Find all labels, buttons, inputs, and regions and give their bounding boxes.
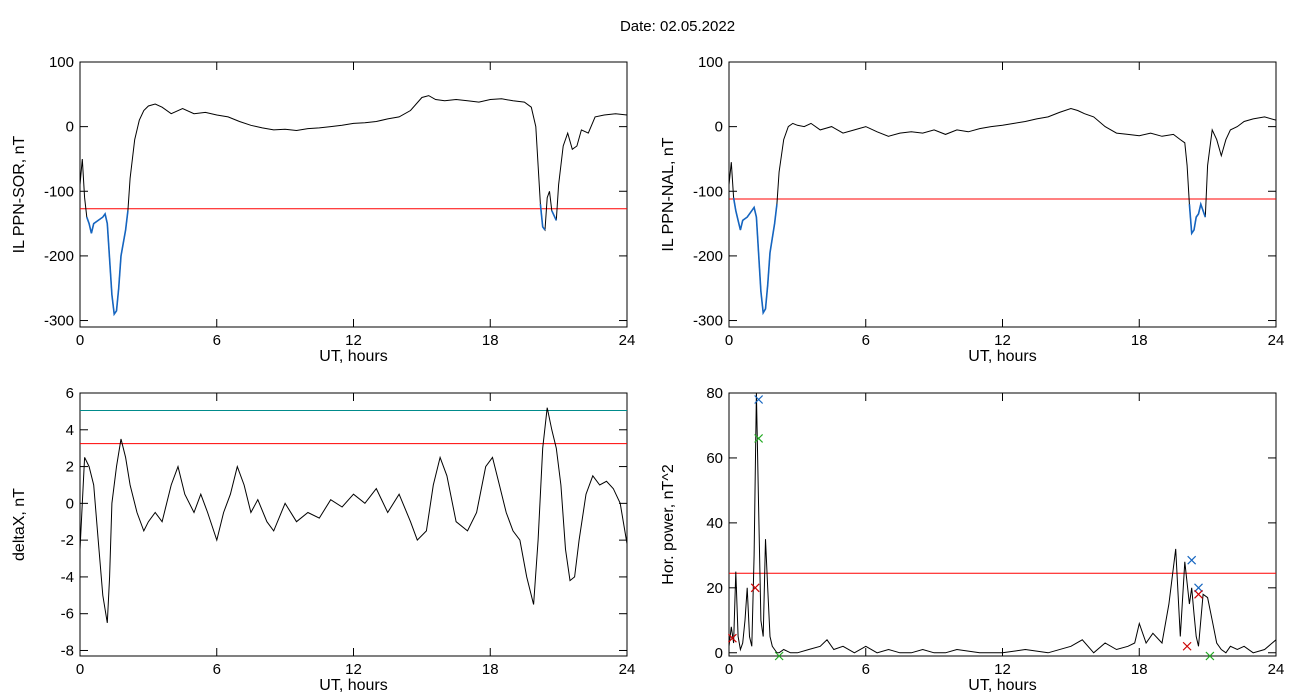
x-tick-label: 6 bbox=[862, 661, 870, 678]
y-tick-label: -100 bbox=[693, 183, 723, 200]
x-tick-label: 6 bbox=[862, 332, 870, 349]
cross-marker bbox=[754, 395, 764, 404]
x-tick-label: 12 bbox=[994, 332, 1011, 349]
marker-stroke bbox=[750, 583, 760, 593]
x-tick-label: 6 bbox=[213, 332, 221, 349]
y-tick-label: -300 bbox=[693, 313, 723, 330]
plot-frame bbox=[728, 61, 1277, 328]
chart-hor_power: 0 6 12 18 24 80 60 40 20 0 UT, hours Hor. power, nT… bbox=[660, 385, 1284, 694]
below-threshold-segment bbox=[86, 210, 129, 317]
x-tick-label: 24 bbox=[1268, 332, 1285, 349]
x-axis-label: UT, hours bbox=[968, 677, 1036, 694]
x-tick-label: 0 bbox=[725, 332, 733, 349]
y-tick-label: -6 bbox=[61, 606, 74, 623]
chart-il_ppn_sor: 0 6 12 18 24 100 0 -100 -200 -300 UT, hours IL PPN-… bbox=[11, 54, 635, 365]
cross-marker bbox=[1205, 651, 1215, 661]
y-tick-label: -200 bbox=[693, 248, 723, 265]
y-tick-label: 6 bbox=[66, 385, 74, 402]
x-tick-label: 24 bbox=[1268, 661, 1285, 678]
cross-marker bbox=[1187, 555, 1197, 565]
chart-il_ppn_nal: 0 6 12 18 24 100 0 -100 -200 -300 UT, hours IL PPN-… bbox=[660, 54, 1284, 365]
x-tick-label: 0 bbox=[76, 332, 84, 349]
y-tick-label: -4 bbox=[61, 569, 74, 586]
marker-stroke bbox=[1194, 589, 1203, 599]
marker-stroke bbox=[727, 633, 737, 643]
marker-stroke bbox=[754, 434, 764, 443]
chart-delta_x: 0 6 12 18 24 6 4 2 0 -2 -4 -6 -8 UT, hours deltaX, nT bbox=[11, 385, 635, 694]
below-threshold-segment bbox=[539, 204, 546, 231]
marker-stroke bbox=[1182, 641, 1192, 651]
y-tick-label: 0 bbox=[66, 495, 74, 512]
series-line bbox=[729, 393, 1276, 654]
y-tick-label: 80 bbox=[706, 385, 723, 402]
cross-marker bbox=[750, 583, 760, 593]
below-threshold-segment bbox=[732, 197, 778, 316]
x-tick-label: 12 bbox=[345, 332, 362, 349]
y-tick-label: 4 bbox=[66, 422, 74, 439]
cross-marker bbox=[1194, 589, 1203, 599]
y-axis-label: Hor. power, nT^2 bbox=[660, 464, 677, 585]
y-tick-label: -8 bbox=[61, 642, 74, 659]
x-tick-label: 12 bbox=[994, 661, 1011, 678]
cross-marker bbox=[754, 434, 764, 443]
y-tick-label: 40 bbox=[706, 515, 723, 532]
marker-stroke bbox=[774, 651, 784, 661]
series-line bbox=[80, 407, 627, 623]
y-tick-label: 2 bbox=[66, 459, 74, 476]
y-tick-label: -200 bbox=[44, 248, 74, 265]
y-tick-label: -100 bbox=[44, 183, 74, 200]
y-axis-label: deltaX, nT bbox=[11, 488, 28, 561]
y-tick-label: 0 bbox=[715, 119, 723, 136]
y-tick-label: 0 bbox=[715, 645, 723, 662]
x-axis-label: UT, hours bbox=[319, 348, 387, 365]
below-threshold-segment bbox=[551, 210, 558, 221]
y-tick-label: 60 bbox=[706, 450, 723, 467]
x-tick-label: 6 bbox=[213, 661, 221, 678]
x-tick-label: 12 bbox=[345, 661, 362, 678]
cross-marker bbox=[727, 633, 737, 643]
x-tick-label: 18 bbox=[1131, 661, 1148, 678]
plot-frame bbox=[79, 61, 628, 328]
marker-stroke bbox=[1205, 651, 1215, 661]
marker-stroke bbox=[754, 395, 764, 404]
x-tick-label: 24 bbox=[619, 661, 636, 678]
y-tick-label: 100 bbox=[698, 54, 723, 71]
x-tick-label: 0 bbox=[725, 661, 733, 678]
series-line bbox=[80, 95, 627, 316]
x-axis-label: UT, hours bbox=[319, 677, 387, 694]
x-tick-label: 18 bbox=[1131, 332, 1148, 349]
cross-marker bbox=[774, 651, 784, 661]
below-threshold-segment bbox=[1188, 201, 1207, 236]
y-tick-label: -2 bbox=[61, 532, 74, 549]
cross-marker bbox=[1182, 641, 1192, 651]
y-axis-label: IL PPN-NAL, nT bbox=[660, 137, 677, 251]
y-tick-label: 0 bbox=[66, 119, 74, 136]
y-tick-label: 100 bbox=[49, 54, 74, 71]
cross-marker bbox=[1194, 583, 1203, 593]
x-tick-label: 0 bbox=[76, 661, 84, 678]
x-tick-label: 18 bbox=[482, 332, 499, 349]
marker-stroke bbox=[1194, 583, 1203, 593]
marker-stroke bbox=[1187, 555, 1197, 565]
x-tick-label: 18 bbox=[482, 661, 499, 678]
y-axis-label: IL PPN-SOR, nT bbox=[11, 135, 28, 253]
y-tick-label: -300 bbox=[44, 313, 74, 330]
page-title: Date: 02.05.2022 bbox=[619, 18, 736, 35]
y-tick-label: 20 bbox=[706, 580, 723, 597]
x-tick-label: 24 bbox=[619, 332, 636, 349]
x-axis-label: UT, hours bbox=[968, 348, 1036, 365]
series-line bbox=[729, 107, 1276, 315]
